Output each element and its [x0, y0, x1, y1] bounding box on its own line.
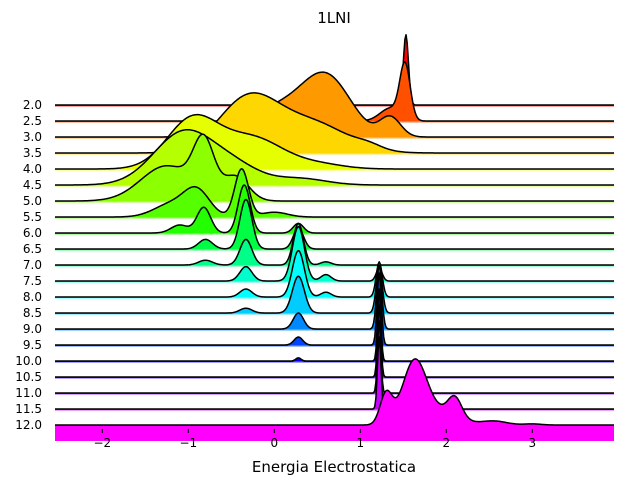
ridge-11.0 — [55, 320, 614, 410]
ridge-label-12.0: 12.0 — [15, 418, 42, 432]
ridge-outline-11.5 — [55, 336, 614, 410]
ridge-outline-6.5 — [55, 198, 614, 250]
ridge-outline-11.0 — [55, 320, 614, 394]
ridge-label-5.0: 5.0 — [23, 194, 42, 208]
ridge-fill-12.0 — [55, 358, 614, 441]
x-tick-label: −2 — [93, 436, 111, 450]
ridge-outline-10.0 — [55, 288, 614, 362]
ridge-label-7.5: 7.5 — [23, 274, 42, 288]
ridge-label-6.0: 6.0 — [23, 226, 42, 240]
x-tick-label: 3 — [528, 436, 536, 450]
ridge-mask-10.5 — [55, 377, 614, 394]
ridge-label-5.5: 5.5 — [23, 210, 42, 224]
ridge-label-2.5: 2.5 — [23, 114, 42, 128]
ridge-mask-7.5 — [55, 281, 614, 298]
ridge-label-8.5: 8.5 — [23, 306, 42, 320]
chart-title: 1LNI — [317, 9, 351, 27]
ridge-mask-10.0 — [55, 361, 614, 378]
ridge-mask-6.5 — [55, 249, 614, 266]
ridge-outline-3.0 — [55, 71, 614, 138]
ridge-outline-5.5 — [55, 167, 614, 218]
x-axis: −2 −1 0 1 2 3 — [93, 429, 536, 450]
ridge-label-4.0: 4.0 — [23, 162, 42, 176]
ridge-outline-8.0 — [55, 249, 614, 298]
ridge-outline-9.5 — [55, 272, 614, 346]
ridge-7.0 — [55, 222, 614, 282]
ridge-label-group: 2.0 2.5 3.0 3.5 4.0 4.5 5.0 5.5 6.0 6.5 7.0 7.5 8.0 8… — [15, 98, 42, 432]
ridge-label-10.5: 10.5 — [15, 370, 42, 384]
ridge-mask-9.0 — [55, 329, 614, 346]
ridge-label-11.5: 11.5 — [15, 402, 42, 416]
ridge-outline-4.0 — [55, 113, 614, 170]
ridge-mask-9.5 — [55, 345, 614, 362]
ridge-7.5 — [55, 225, 614, 298]
ridge-10.5 — [55, 304, 614, 394]
ridge-12.0 — [55, 358, 614, 441]
ridge-mask-6.0 — [55, 233, 614, 250]
ridge-outline-12.0 — [55, 358, 614, 426]
ridge-label-3.5: 3.5 — [23, 146, 42, 160]
ridge-label-11.0: 11.0 — [15, 386, 42, 400]
ridge-label-9.5: 9.5 — [23, 338, 42, 352]
x-tick-label: 0 — [270, 436, 278, 450]
ridge-label-7.0: 7.0 — [23, 258, 42, 272]
ridge-label-6.5: 6.5 — [23, 242, 42, 256]
x-tick-label: 2 — [442, 436, 450, 450]
ridge-outline-7.5 — [55, 225, 614, 282]
ridge-group — [55, 34, 614, 441]
ridge-8.5 — [55, 265, 614, 330]
ridge-outline-7.0 — [55, 222, 614, 266]
ridge-9.5 — [55, 272, 614, 362]
x-axis-label: Energia Electrostatica — [252, 458, 416, 476]
ridge-fill-6.5 — [55, 199, 614, 265]
x-tick-label: −1 — [179, 436, 197, 450]
ridge-mask-7.0 — [55, 265, 614, 282]
ridge-mask-8.0 — [55, 297, 614, 314]
ridge-outline-3.5 — [55, 92, 614, 154]
ridge-9.0 — [55, 264, 614, 346]
x-tick-label: 1 — [356, 436, 364, 450]
ridge-outline-5.0 — [55, 133, 614, 202]
ridge-label-8.0: 8.0 — [23, 290, 42, 304]
ridge-outline-8.5 — [55, 265, 614, 314]
ridge-label-9.0: 9.0 — [23, 322, 42, 336]
ridge-outline-9.0 — [55, 264, 614, 330]
ridge-label-3.0: 3.0 — [23, 130, 42, 144]
ridge-6.5 — [55, 198, 614, 266]
ridge-mask-5.5 — [55, 217, 614, 234]
ridge-outline-4.5 — [55, 129, 614, 186]
ridge-label-10.0: 10.0 — [15, 354, 42, 368]
ridge-outline-6.0 — [55, 184, 614, 234]
ridge-fill-5.5 — [55, 168, 614, 233]
ridge-8.0 — [55, 249, 614, 314]
ridge-outline-10.5 — [55, 304, 614, 378]
ridge-mask-11.0 — [55, 393, 614, 410]
ridge-label-2.0: 2.0 — [23, 98, 42, 112]
ridge-fill-3.0 — [55, 72, 614, 153]
ridge-10.0 — [55, 288, 614, 378]
ridge-label-4.5: 4.5 — [23, 178, 42, 192]
ridge-mask-8.5 — [55, 313, 614, 330]
